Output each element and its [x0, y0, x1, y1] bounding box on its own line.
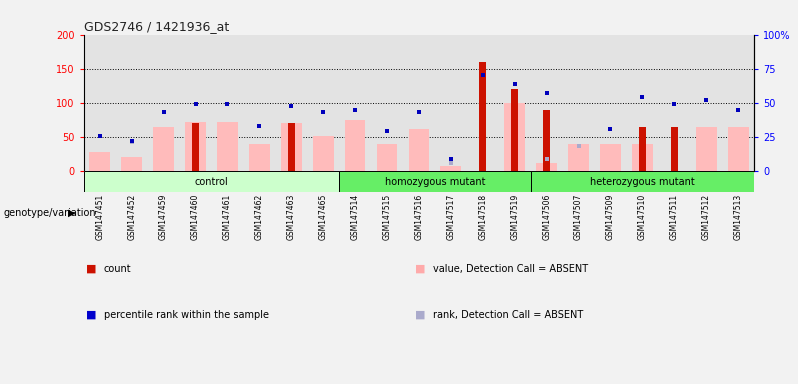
Bar — [84, 35, 116, 171]
Bar — [84, 171, 339, 192]
Bar — [275, 35, 307, 171]
Bar — [632, 144, 653, 171]
Bar — [249, 144, 270, 171]
Bar — [658, 35, 690, 171]
Text: ■: ■ — [415, 310, 425, 320]
Bar — [536, 163, 557, 171]
Bar — [148, 35, 180, 171]
Bar — [467, 35, 499, 171]
Bar — [696, 127, 717, 171]
Bar — [211, 35, 243, 171]
Bar — [499, 35, 531, 171]
Bar — [89, 152, 110, 171]
Bar — [281, 123, 302, 171]
Bar — [568, 144, 589, 171]
Bar — [192, 123, 199, 171]
Text: count: count — [104, 264, 132, 274]
Bar — [403, 35, 435, 171]
Bar — [377, 144, 397, 171]
Text: ▶: ▶ — [69, 208, 76, 218]
Text: ■: ■ — [86, 264, 97, 274]
Bar — [185, 122, 206, 171]
Bar — [690, 35, 722, 171]
Bar — [440, 166, 461, 171]
Bar — [512, 89, 518, 171]
Bar — [409, 129, 429, 171]
Text: GDS2746 / 1421936_at: GDS2746 / 1421936_at — [84, 20, 229, 33]
Bar — [504, 103, 525, 171]
Bar — [595, 35, 626, 171]
Text: rank, Detection Call = ABSENT: rank, Detection Call = ABSENT — [433, 310, 583, 320]
Bar — [480, 62, 486, 171]
Bar — [722, 35, 754, 171]
Bar — [313, 136, 334, 171]
Bar — [307, 35, 339, 171]
Bar — [345, 120, 365, 171]
Text: control: control — [195, 177, 228, 187]
Bar — [543, 109, 550, 171]
Bar — [180, 35, 211, 171]
Bar — [563, 35, 595, 171]
Bar — [339, 171, 531, 192]
Text: value, Detection Call = ABSENT: value, Detection Call = ABSENT — [433, 264, 587, 274]
Text: homozygous mutant: homozygous mutant — [385, 177, 485, 187]
Bar — [531, 171, 754, 192]
Text: percentile rank within the sample: percentile rank within the sample — [104, 310, 269, 320]
Text: ■: ■ — [86, 310, 97, 320]
Bar — [600, 144, 621, 171]
Bar — [435, 35, 467, 171]
Bar — [531, 35, 563, 171]
Bar — [217, 122, 238, 171]
Bar — [153, 127, 174, 171]
Text: heterozygous mutant: heterozygous mutant — [590, 177, 695, 187]
Text: ■: ■ — [415, 264, 425, 274]
Bar — [121, 157, 142, 171]
Bar — [371, 35, 403, 171]
Bar — [671, 127, 678, 171]
Bar — [116, 35, 148, 171]
Bar — [288, 123, 294, 171]
Bar — [243, 35, 275, 171]
Bar — [339, 35, 371, 171]
Bar — [626, 35, 658, 171]
Text: genotype/variation: genotype/variation — [4, 208, 97, 218]
Bar — [639, 127, 646, 171]
Bar — [728, 127, 749, 171]
